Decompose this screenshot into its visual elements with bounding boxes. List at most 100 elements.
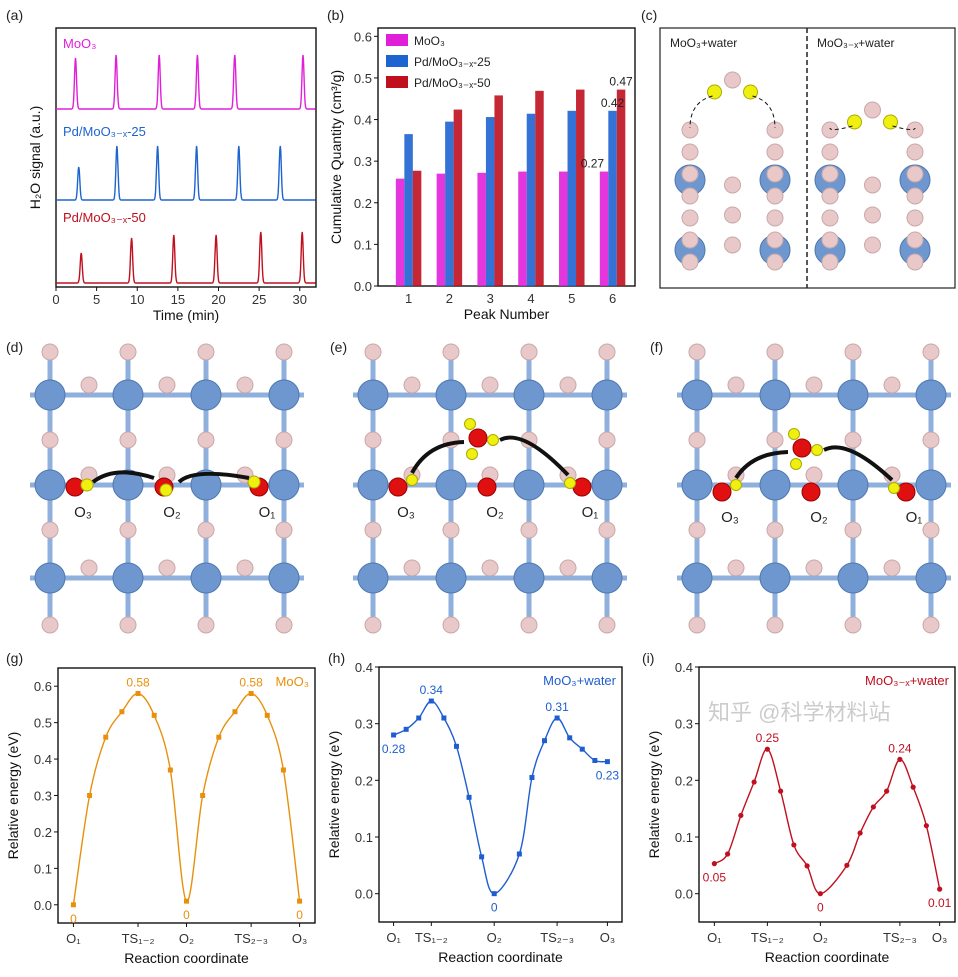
h-bond	[892, 125, 916, 131]
oxygen-site-icon	[477, 477, 497, 497]
x-tick-label: O₂	[179, 931, 194, 946]
data-point-12	[264, 712, 270, 718]
mo-atom-icon	[357, 562, 389, 594]
o-atom-icon	[821, 253, 839, 271]
o-atom-icon	[766, 143, 784, 161]
y-tick-label: 0.5	[34, 716, 52, 731]
data-point-16	[937, 886, 943, 892]
data-point-5	[778, 788, 784, 794]
y-tick-label: 0.6	[34, 679, 52, 694]
o-atom-icon	[119, 343, 137, 361]
site-label: O₃	[397, 504, 415, 521]
data-label: 0.58	[239, 676, 263, 690]
o-atom-icon	[275, 343, 293, 361]
x-tick-label: 4	[527, 291, 534, 306]
bar-2-0	[412, 170, 422, 286]
y-tick-label: 0.4	[354, 113, 372, 128]
mo-atom-icon	[837, 379, 869, 411]
hydrogen-atom-icon	[487, 434, 499, 446]
o-atom-icon	[906, 187, 924, 205]
x-tick-label: O₃	[600, 930, 615, 945]
data-label: 0.24	[888, 741, 912, 755]
plot-frame	[698, 666, 956, 923]
o-atom-icon	[906, 253, 924, 271]
legend-label: Pd/MoO₃₋ₓ-50	[414, 76, 491, 90]
h-bond	[829, 125, 853, 131]
legend-label: MoO₃	[414, 34, 445, 48]
bar-0-4	[559, 171, 568, 286]
o-atom-icon	[158, 376, 176, 394]
o-atom-icon	[681, 231, 699, 249]
o-atom-icon	[520, 616, 538, 634]
hydrogen-atom-icon	[464, 418, 476, 430]
data-label: 0	[183, 908, 190, 922]
o-atom-icon	[883, 376, 901, 394]
data-label: 0.23	[596, 769, 620, 783]
mo-atom-icon	[915, 379, 947, 411]
legend-swatch-1	[386, 55, 408, 67]
oxygen-site-icon	[896, 482, 916, 502]
o-atom-icon	[844, 616, 862, 634]
mo-atom-icon	[513, 379, 545, 411]
water-oxygen-icon	[792, 438, 812, 458]
panel-label-d: (d)	[6, 339, 23, 355]
o-atom-icon	[236, 559, 254, 577]
o-atom-icon	[80, 559, 98, 577]
bar-0-2	[477, 172, 486, 286]
panel-label-b: (b)	[327, 7, 344, 23]
watermark: 知乎 @科学材料站	[708, 700, 890, 725]
panel-label-h: (h)	[328, 650, 345, 666]
data-point-3	[428, 698, 434, 704]
structure-e: O₃ O₂ O₁	[353, 343, 627, 634]
data-point-13	[280, 767, 286, 773]
o-atom-icon	[80, 376, 98, 394]
o-atom-icon	[883, 559, 901, 577]
panel-label-c: (c)	[641, 7, 657, 23]
arrow-icon	[177, 471, 250, 484]
o-atom-icon	[688, 343, 706, 361]
o-atom-icon	[922, 431, 940, 449]
o-atom-icon	[688, 521, 706, 539]
o-atom-icon	[844, 343, 862, 361]
site-label: O₂	[486, 504, 504, 521]
data-point-13	[897, 756, 903, 762]
data-label: 0.42	[601, 96, 625, 110]
structure-d: O₃ O₂ O₁	[30, 343, 304, 634]
bar-1-4	[567, 110, 577, 286]
data-point-4	[764, 746, 770, 752]
y-tick-label: 0.3	[355, 717, 373, 732]
hydrogen-atom-icon	[707, 84, 722, 100]
o-atom-icon	[681, 165, 699, 183]
o-atom-icon	[442, 616, 460, 634]
o-atom-icon	[403, 559, 421, 577]
o-atom-icon	[821, 187, 839, 205]
mo-atom-icon	[34, 469, 66, 501]
mo-atom-icon	[759, 379, 791, 411]
o-atom-icon	[275, 431, 293, 449]
o-atom-icon	[727, 376, 745, 394]
y-tick-label: 0.0	[354, 279, 372, 294]
series-line-0	[56, 54, 316, 110]
mo-atom-icon	[190, 562, 222, 594]
bar-1-5	[608, 110, 617, 286]
mo-atom-icon	[513, 469, 545, 501]
o-atom-icon	[197, 343, 215, 361]
data-label: 0	[491, 901, 498, 915]
data-point-11	[542, 738, 548, 744]
panel-label-e: (e)	[330, 339, 347, 355]
o-atom-icon	[275, 521, 293, 539]
chart-h-energy-moo3-water: 0.0 0.1 0.2 0.3 0.4 O₁ TS₁₋₂ O₂ TS₂₋₃ O₃ 0.28 0.34 0…	[326, 660, 623, 965]
mo-atom-icon	[681, 562, 713, 594]
chart-a-h2o-signal: 0 5 10 15 20 25 30 Time (min) H₂O signal (a.u.) M…	[27, 27, 317, 323]
mo-atom-icon	[513, 562, 545, 594]
y-axis-label: Relative energy (eV)	[5, 732, 21, 860]
o-atom-icon	[821, 209, 839, 227]
plot-frame	[57, 667, 316, 924]
data-label: 0.28	[382, 742, 406, 756]
mo-atom-icon	[357, 469, 389, 501]
o-atom-icon	[906, 165, 924, 183]
data-point-0	[711, 861, 717, 867]
o-atom-icon	[766, 187, 784, 205]
o-atom-icon	[864, 176, 881, 194]
y-tick-label: 0.4	[355, 660, 373, 675]
